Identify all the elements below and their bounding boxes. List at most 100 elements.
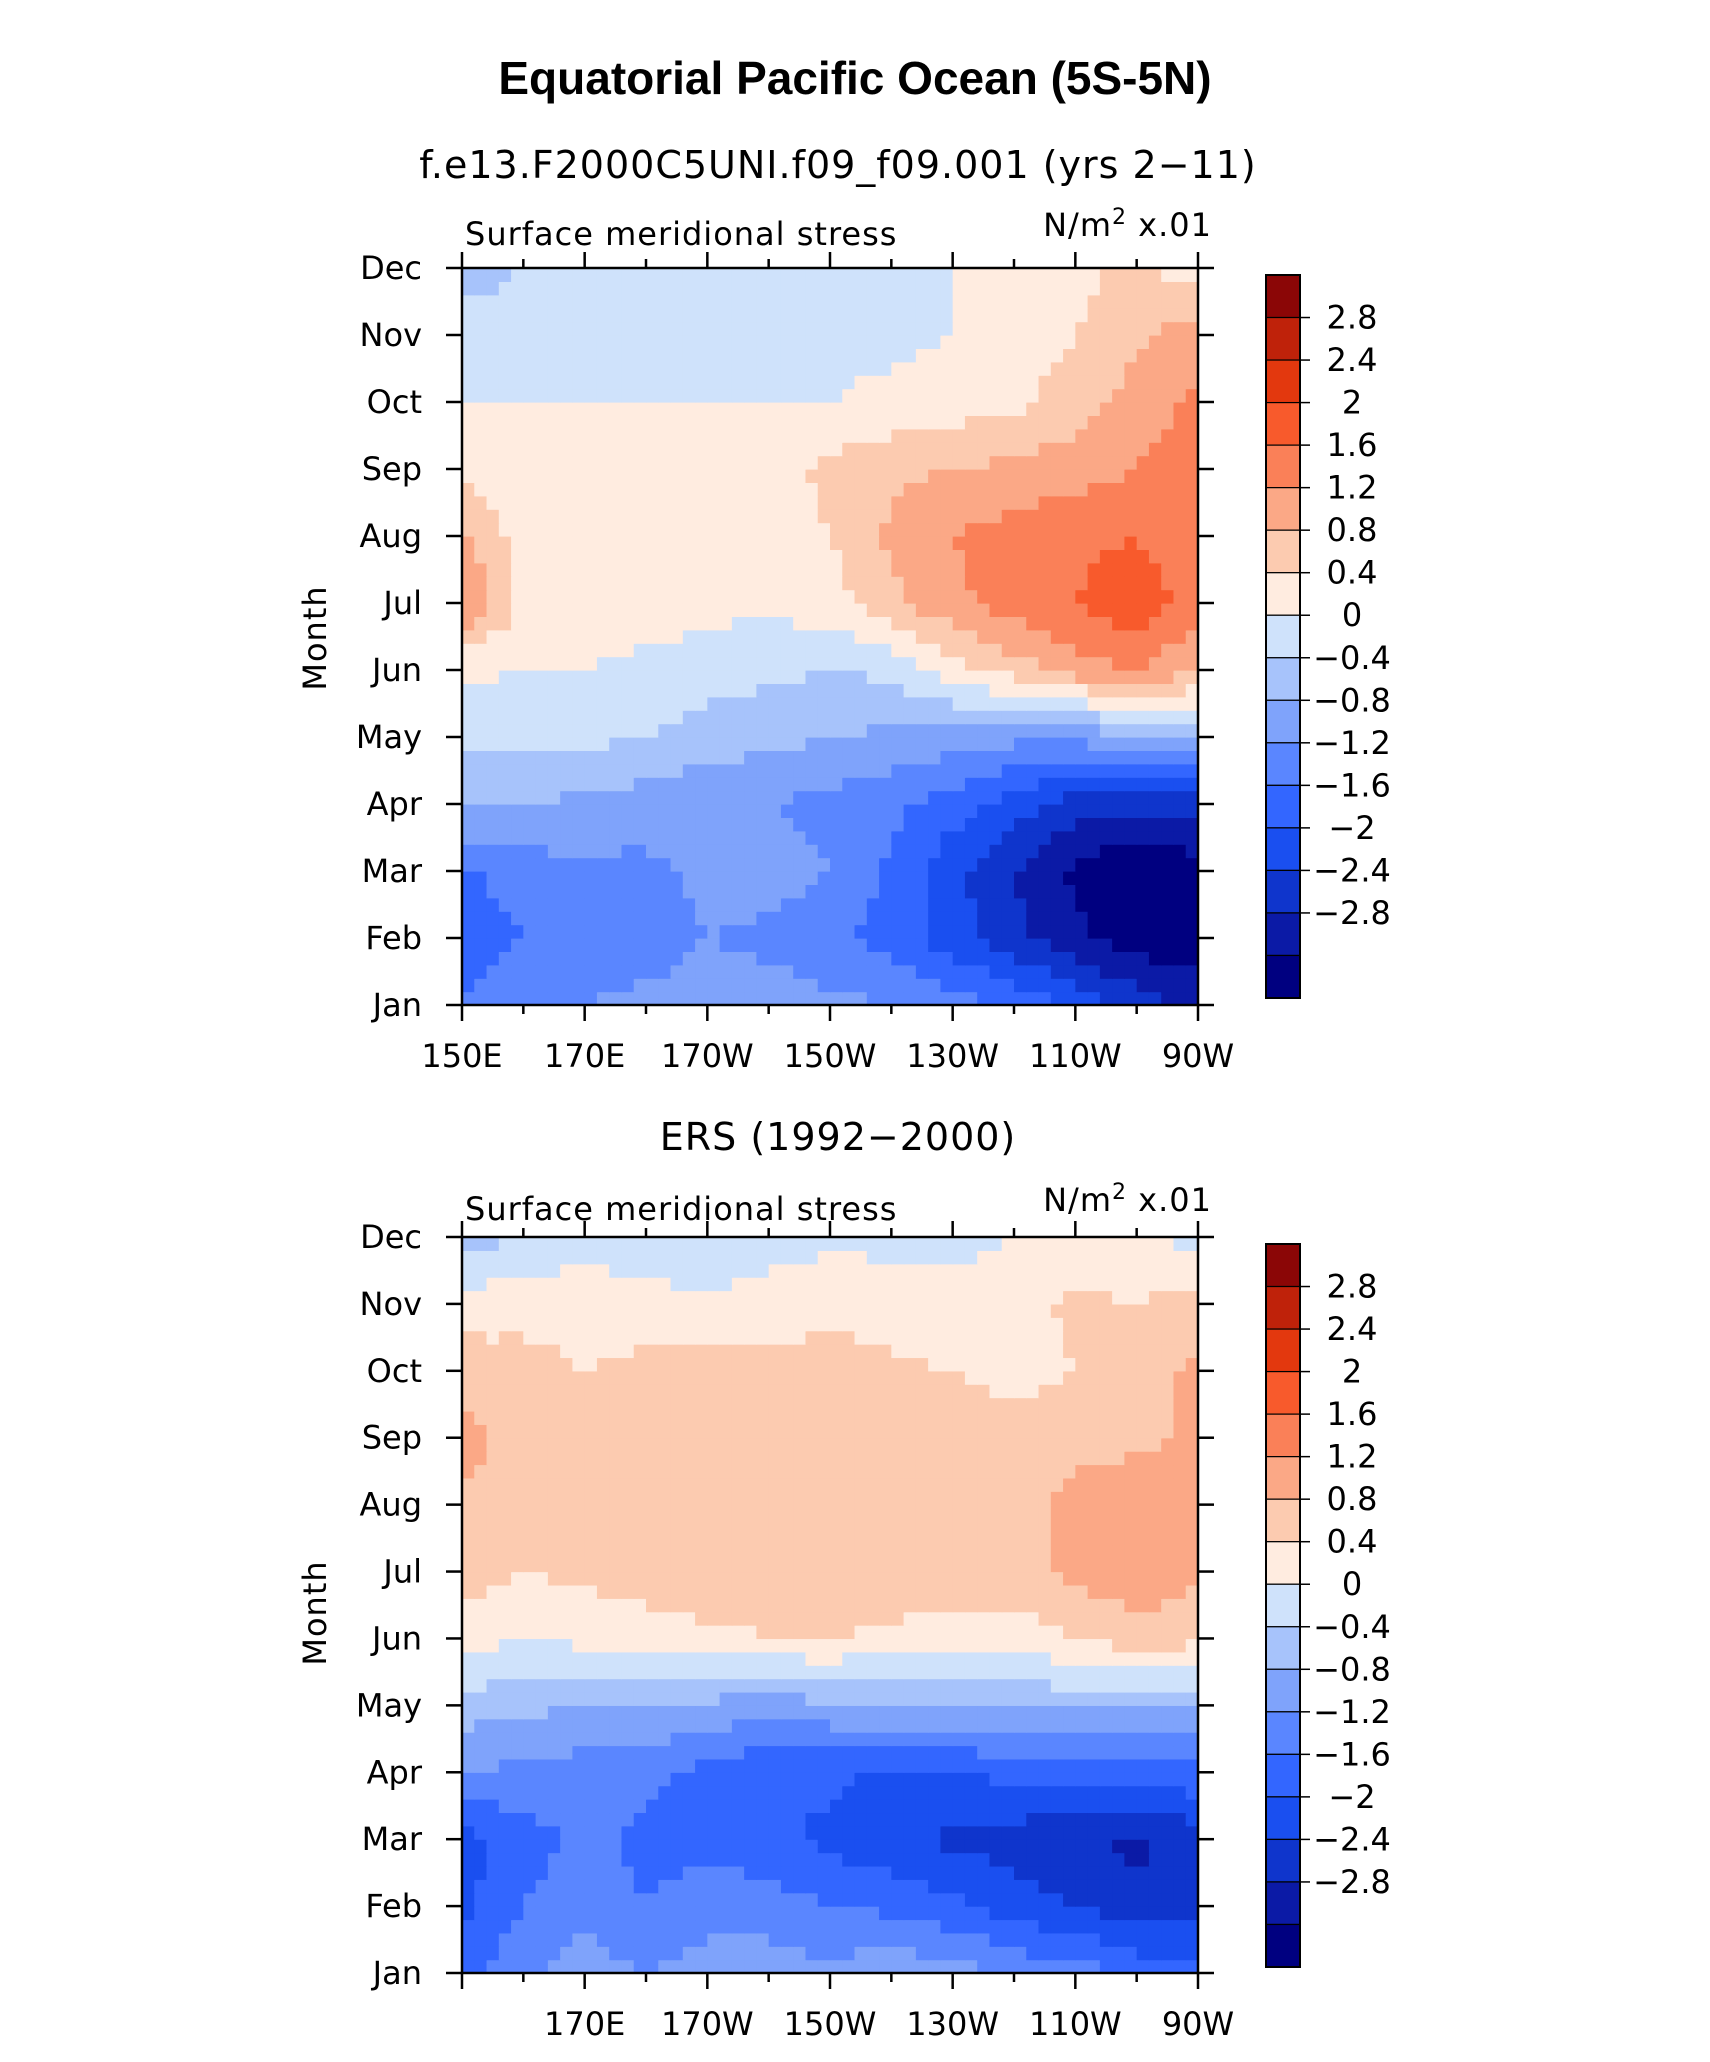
panel1-cell <box>768 268 782 282</box>
panel2-cell <box>682 1705 696 1720</box>
panel1-cell <box>658 549 672 564</box>
panel1-cell <box>658 375 672 390</box>
panel2-cell <box>768 1625 782 1640</box>
panel1-cell <box>511 455 524 470</box>
panel2-cell <box>854 1625 868 1640</box>
panel1-cell <box>560 790 573 805</box>
panel1-cell <box>793 428 807 443</box>
panel1-cell <box>793 710 807 725</box>
panel1-cell <box>952 951 966 966</box>
panel1-cell <box>1161 589 1175 604</box>
panel1-cell <box>1148 522 1162 537</box>
panel1-cell <box>1173 482 1187 497</box>
panel1-cell <box>1124 268 1138 282</box>
panel1-cell <box>891 522 905 537</box>
panel1-cell <box>596 442 610 457</box>
panel1-cell <box>842 335 856 349</box>
panel2-cell <box>1173 1651 1187 1666</box>
panel1-cell <box>1099 268 1113 282</box>
panel1-cell <box>621 562 635 577</box>
panel2-cell <box>682 1892 696 1907</box>
panel1-cell <box>842 991 856 1006</box>
panel2-cell <box>584 1932 598 1947</box>
panel1-cell <box>547 522 561 537</box>
panel1-cell <box>511 522 524 537</box>
panel1-cell <box>1099 321 1113 336</box>
panel1-cell <box>940 415 954 430</box>
panel2-cell <box>584 1812 598 1827</box>
panel2-cell <box>1112 1892 1125 1907</box>
panel2-cell <box>572 1946 586 1961</box>
panel1-cell <box>731 321 745 336</box>
panel1-cell <box>830 656 843 671</box>
panel1-cell <box>928 683 941 698</box>
panel2-cell <box>1026 1932 1040 1947</box>
panel1-cell <box>670 629 684 644</box>
panel1-cell <box>1038 442 1052 457</box>
panel2-cell <box>756 1892 770 1907</box>
panel1-cell <box>486 777 500 792</box>
panel1-cell <box>891 308 905 323</box>
panel2-cell <box>854 1946 868 1961</box>
panel2-cell <box>1050 1691 1064 1706</box>
panel1-cell <box>952 375 966 390</box>
panel1-cell <box>621 402 635 416</box>
panel2-cell <box>658 1651 672 1666</box>
panel1-cell <box>584 576 598 591</box>
panel1-cell <box>744 428 757 443</box>
panel2-cell <box>731 1678 745 1693</box>
panel1-cell <box>609 375 623 390</box>
panel1-cell <box>707 938 721 952</box>
panel1-cell <box>498 683 512 698</box>
panel2-cell <box>1185 1799 1199 1814</box>
panel2-cell <box>854 1705 868 1720</box>
panel1-cell <box>695 616 708 631</box>
panel1-cell <box>756 495 770 510</box>
panel1-cell <box>1161 308 1175 323</box>
panel1-cell <box>1014 991 1027 1006</box>
panel1-ytick-label-oct: Oct <box>367 383 422 421</box>
panel1-cell <box>989 696 1003 711</box>
panel1-cell <box>1161 455 1175 470</box>
panel1-cell <box>817 790 831 805</box>
panel1-cell <box>658 750 672 765</box>
panel1-cell <box>498 643 512 658</box>
panel1-cell <box>977 562 991 577</box>
panel1-cell <box>535 683 549 698</box>
panel1-cell <box>964 964 978 979</box>
panel1-cell <box>523 549 537 564</box>
panel1-cell <box>817 656 831 671</box>
panel1-cell <box>977 576 991 591</box>
panel1-cell <box>964 495 978 510</box>
panel1-cell <box>854 964 868 979</box>
panel2-cell <box>1087 1946 1101 1961</box>
panel2-cell <box>670 1745 684 1760</box>
panel1-cell <box>572 388 586 403</box>
panel1-cell <box>1185 415 1199 430</box>
panel2-cell <box>1148 1852 1162 1867</box>
panel2-cell <box>989 1852 1003 1867</box>
panel1-cell <box>793 938 807 952</box>
panel2-cell <box>756 1932 770 1947</box>
panel1-cell <box>915 844 929 859</box>
panel2-cell <box>964 1678 978 1693</box>
panel2-cell <box>1001 1932 1015 1947</box>
panel1-cell <box>609 536 623 550</box>
panel2-cell <box>596 1919 610 1934</box>
panel1-cell <box>977 482 991 497</box>
panel2-cell <box>682 1959 696 1974</box>
panel1-cell <box>1148 348 1162 363</box>
panel1-cell <box>903 603 917 617</box>
panel1-cell <box>658 857 672 872</box>
panel1-cell <box>879 442 892 457</box>
panel1-cell <box>523 294 537 309</box>
panel1-cell <box>596 750 610 765</box>
panel1-cell <box>1112 482 1125 497</box>
panel1-cell <box>584 442 598 457</box>
panel1-cell <box>830 763 843 778</box>
panel1-cell <box>1148 469 1162 483</box>
panel1-cell <box>1075 938 1089 952</box>
panel1-cell <box>572 522 586 537</box>
panel1-cell <box>1050 750 1064 765</box>
panel1-cell <box>793 442 807 457</box>
